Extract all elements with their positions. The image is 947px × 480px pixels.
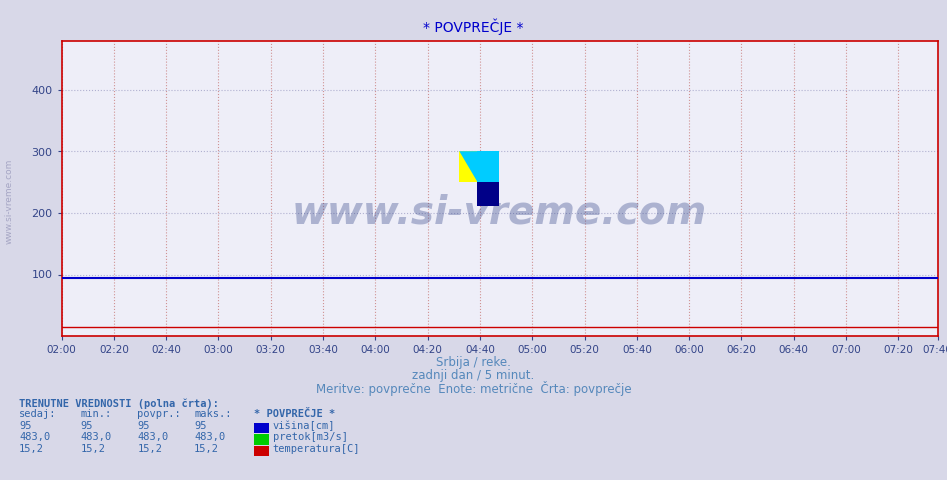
Polygon shape	[459, 151, 499, 181]
Text: 483,0: 483,0	[194, 432, 225, 442]
Text: 15,2: 15,2	[80, 444, 105, 454]
Polygon shape	[459, 151, 477, 181]
Text: maks.:: maks.:	[194, 408, 232, 419]
Polygon shape	[477, 151, 499, 181]
Text: www.si-vreme.com: www.si-vreme.com	[5, 159, 14, 244]
Text: 483,0: 483,0	[137, 432, 169, 442]
Text: Srbija / reke.: Srbija / reke.	[436, 356, 511, 369]
Polygon shape	[459, 151, 477, 181]
Text: 15,2: 15,2	[194, 444, 219, 454]
Text: 95: 95	[137, 420, 150, 431]
Text: 15,2: 15,2	[19, 444, 44, 454]
Polygon shape	[477, 181, 499, 206]
Text: * POVPREČJE *: * POVPREČJE *	[254, 408, 335, 419]
Text: 95: 95	[19, 420, 31, 431]
Text: višina[cm]: višina[cm]	[273, 420, 335, 431]
Text: 15,2: 15,2	[137, 444, 162, 454]
Polygon shape	[477, 151, 499, 181]
Text: TRENUTNE VREDNOSTI (polna črta):: TRENUTNE VREDNOSTI (polna črta):	[19, 399, 219, 409]
Text: 95: 95	[80, 420, 93, 431]
Text: Meritve: povprečne  Enote: metrične  Črta: povprečje: Meritve: povprečne Enote: metrične Črta:…	[315, 381, 632, 396]
Text: min.:: min.:	[80, 408, 112, 419]
Text: temperatura[C]: temperatura[C]	[273, 444, 360, 454]
Text: * POVPREČJE *: * POVPREČJE *	[423, 18, 524, 35]
Text: 483,0: 483,0	[80, 432, 112, 442]
Text: povpr.:: povpr.:	[137, 408, 181, 419]
Text: 483,0: 483,0	[19, 432, 50, 442]
Text: 95: 95	[194, 420, 206, 431]
Text: zadnji dan / 5 minut.: zadnji dan / 5 minut.	[412, 369, 535, 382]
Text: www.si-vreme.com: www.si-vreme.com	[292, 193, 707, 231]
Text: sedaj:: sedaj:	[19, 408, 57, 419]
Text: pretok[m3/s]: pretok[m3/s]	[273, 432, 348, 442]
